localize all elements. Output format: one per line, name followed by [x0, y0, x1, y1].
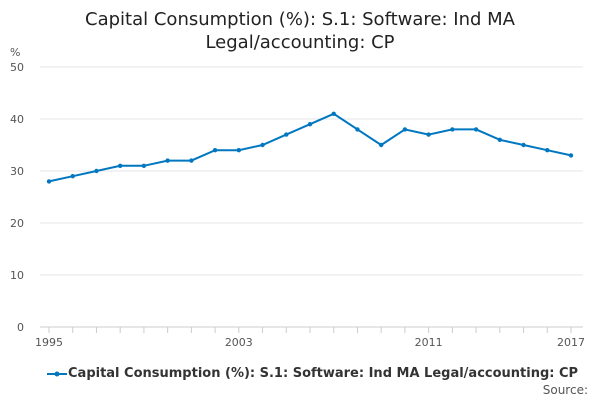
data-point	[402, 127, 408, 132]
line-chart: 0 10 20 30 40 50% 1995 2003 2011 2017	[10, 46, 585, 349]
data-point	[212, 148, 218, 153]
y-tick-label: 10	[10, 269, 24, 282]
data-point	[545, 148, 550, 153]
chart-title-line2: Legal/accounting: CP	[205, 32, 395, 53]
data-point	[236, 148, 242, 153]
legend-line-icon	[47, 371, 67, 376]
data-point	[450, 127, 455, 132]
data-point	[307, 122, 313, 127]
x-tick-label: 2003	[225, 336, 253, 349]
data-point	[378, 142, 384, 148]
y-tick-label: 50	[10, 61, 24, 74]
y-tick-label: 0	[17, 321, 24, 334]
x-tick-label: 1995	[35, 336, 63, 349]
data-point	[473, 127, 479, 132]
y-tick-label: 30	[10, 165, 24, 178]
data-point	[284, 132, 289, 137]
data-point	[568, 153, 574, 158]
data-point	[165, 158, 170, 163]
source-label: Source:	[542, 383, 588, 397]
data-point	[497, 137, 503, 142]
data-point	[331, 111, 336, 117]
data-point	[521, 142, 526, 148]
data-point	[260, 142, 265, 148]
data-point	[46, 179, 52, 184]
data-point	[94, 168, 99, 174]
data-point	[70, 174, 75, 179]
data-point	[117, 163, 123, 168]
x-tick-label: 2017	[557, 336, 585, 349]
chart-title-line1: Capital Consumption (%): S.1: Software: …	[85, 9, 515, 30]
legend-label: Capital Consumption (%): S.1: Software: …	[68, 366, 579, 381]
data-point	[141, 163, 147, 168]
y-axis-label: %	[10, 46, 20, 59]
y-tick-label: 40	[10, 113, 24, 126]
data-point	[426, 132, 431, 137]
legend[interactable]: Capital Consumption (%): S.1: Software: …	[46, 366, 578, 381]
x-tick-label: 2011	[415, 336, 443, 349]
chart-title: Capital Consumption (%): S.1: Software: …	[0, 8, 600, 54]
data-point	[189, 158, 194, 163]
data-point	[355, 127, 360, 132]
y-tick-label: 20	[10, 217, 24, 230]
